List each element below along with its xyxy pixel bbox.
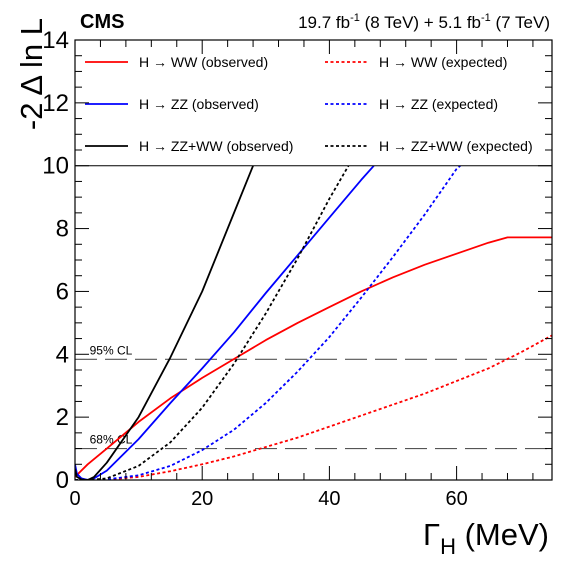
legend-box bbox=[75, 40, 552, 166]
legend: H → WW (observed) H → WW (expected) H → ZZ… bbox=[75, 40, 552, 167]
curves bbox=[75, 165, 552, 480]
x-tick-label: 20 bbox=[191, 488, 213, 510]
x-tick-label: 0 bbox=[69, 488, 80, 510]
y-axis-title: -2 Δ ln L bbox=[14, 18, 49, 130]
legend-entry: H → WW (observed) bbox=[139, 54, 268, 70]
series-line-5 bbox=[75, 165, 350, 480]
y-tick-label: 8 bbox=[56, 216, 69, 243]
legend-entry: H → ZZ+WW (expected) bbox=[379, 138, 533, 154]
x-tick-label: 60 bbox=[445, 488, 467, 510]
experiment-label: CMS bbox=[80, 11, 124, 33]
axes: 0 20 40 60 0 2 4 6 8 10 12 14 bbox=[42, 27, 553, 510]
y-tick-label: 4 bbox=[56, 341, 69, 368]
series-line-1 bbox=[75, 334, 552, 480]
series-line-4 bbox=[75, 165, 254, 480]
y-tick-label: 10 bbox=[42, 153, 69, 180]
y-tick-label: 0 bbox=[56, 467, 69, 494]
series-line-3 bbox=[75, 165, 461, 480]
x-tick-label: 40 bbox=[318, 488, 340, 510]
x-axis-title: ΓH (MeV) bbox=[423, 517, 549, 559]
y-tick-label: 12 bbox=[42, 90, 69, 117]
y-tick-label: 14 bbox=[42, 27, 69, 54]
y-tick-label: 2 bbox=[56, 404, 69, 431]
y-tick-label: 6 bbox=[56, 278, 69, 305]
legend-entry: H → ZZ+WW (observed) bbox=[139, 138, 293, 154]
luminosity-label: 19.7 fb-1 (8 TeV) + 5.1 fb-1 (7 TeV) bbox=[298, 12, 550, 32]
series-line-0 bbox=[75, 236, 552, 478]
reference-line-label: 95% CL bbox=[90, 343, 133, 357]
legend-entry: H → ZZ (expected) bbox=[379, 96, 498, 112]
legend-entry: H → WW (expected) bbox=[379, 54, 507, 70]
legend-entry: H → ZZ (observed) bbox=[139, 96, 259, 112]
